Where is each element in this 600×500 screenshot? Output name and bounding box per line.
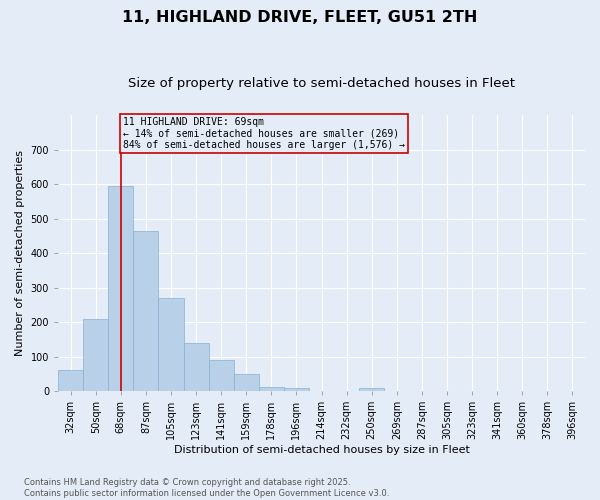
Bar	[83, 318, 108, 391]
Bar	[259, 387, 284, 391]
Bar	[209, 360, 234, 391]
Bar	[284, 388, 309, 391]
Bar	[359, 388, 384, 391]
Title: Size of property relative to semi-detached houses in Fleet: Size of property relative to semi-detach…	[128, 78, 515, 90]
Bar	[133, 232, 158, 391]
Y-axis label: Number of semi-detached properties: Number of semi-detached properties	[15, 150, 25, 356]
Bar	[158, 298, 184, 391]
Text: 11 HIGHLAND DRIVE: 69sqm
← 14% of semi-detached houses are smaller (269)
84% of : 11 HIGHLAND DRIVE: 69sqm ← 14% of semi-d…	[124, 117, 406, 150]
Bar	[108, 186, 133, 391]
Text: 11, HIGHLAND DRIVE, FLEET, GU51 2TH: 11, HIGHLAND DRIVE, FLEET, GU51 2TH	[122, 10, 478, 25]
Bar	[58, 370, 83, 391]
Bar	[234, 374, 259, 391]
X-axis label: Distribution of semi-detached houses by size in Fleet: Distribution of semi-detached houses by …	[173, 445, 469, 455]
Bar	[184, 343, 209, 391]
Text: Contains HM Land Registry data © Crown copyright and database right 2025.
Contai: Contains HM Land Registry data © Crown c…	[24, 478, 389, 498]
